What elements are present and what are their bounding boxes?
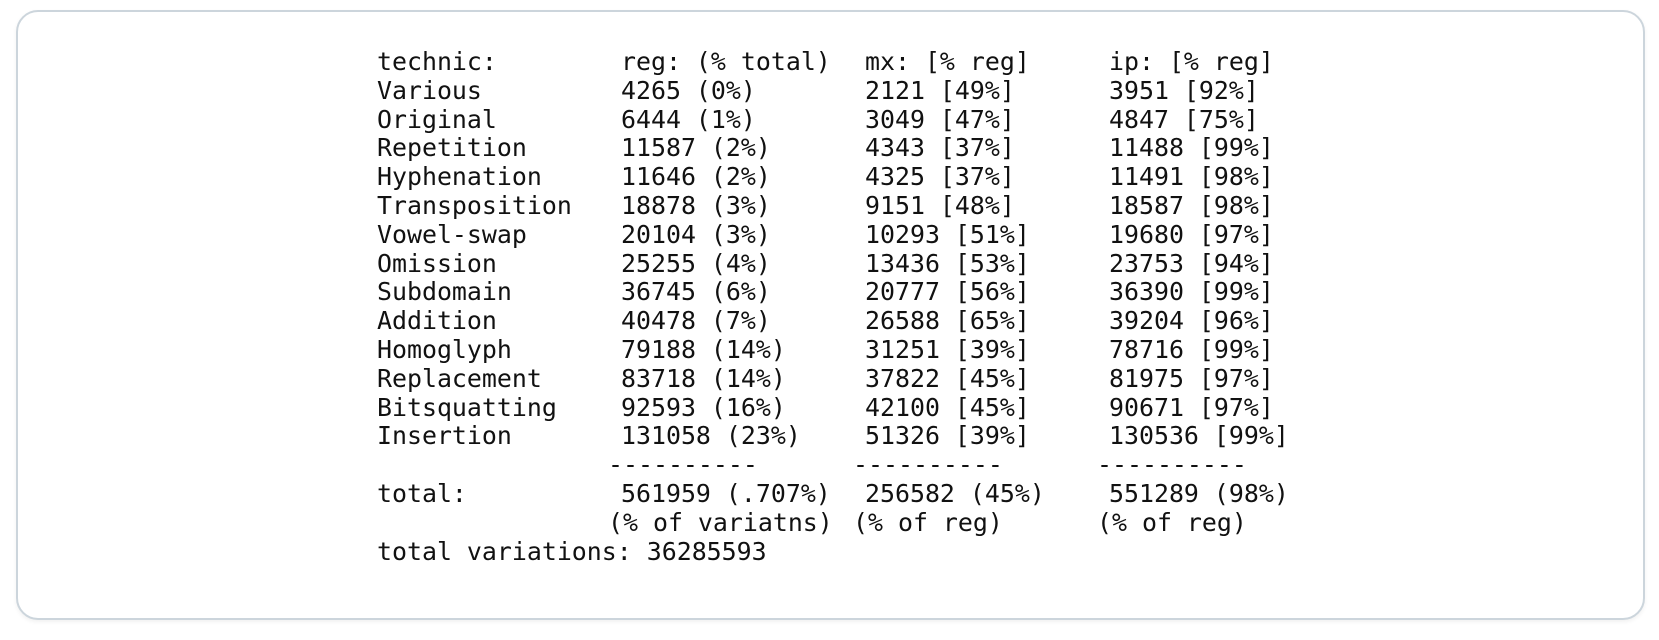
mx-cell: 2121 [49%]: [865, 75, 1015, 105]
separator-mx: ----------: [853, 450, 1003, 480]
technic-cell: Hyphenation: [377, 162, 542, 192]
footnote-row: (% of variatns) (% of reg) (% of reg): [377, 507, 1289, 538]
reg-cell: 11587 (2%): [621, 133, 771, 163]
mx-cell: 42100 [45%]: [865, 392, 1030, 422]
technic-cell: Vowel-swap: [377, 219, 527, 249]
separator-line: ---------- ---------- ----------: [377, 450, 1289, 480]
technic-cell: Bitsquatting: [377, 392, 557, 422]
ip-cell: 39204 [96%]: [1109, 306, 1274, 336]
technic-cell: Homoglyph: [377, 334, 512, 364]
ip-cell: 18587 [98%]: [1109, 190, 1274, 220]
table-row: Homoglyph 79188 (14%) 31251 [39%] 78716 [99…: [377, 334, 1289, 365]
mx-cell: 4343 [37%]: [865, 133, 1015, 163]
table-row: Omission 25255 (4%) 13436 [53%] 23753 [94%]: [377, 248, 1289, 279]
ip-cell: 36390 [99%]: [1109, 277, 1274, 307]
mx-cell: 37822 [45%]: [865, 363, 1030, 393]
reg-cell: 20104 (3%): [621, 219, 771, 249]
total-reg: 561959 (.707%): [621, 478, 831, 508]
technic-cell: Transposition: [377, 190, 572, 220]
technic-cell: Omission: [377, 248, 497, 278]
reg-cell: 83718 (14%): [621, 363, 786, 393]
reg-cell: 6444 (1%): [621, 104, 756, 134]
mx-cell: 9151 [48%]: [865, 190, 1015, 220]
table-body: Various 4265 (0%) 2121 [49%] 3951 [92%] Orig…: [377, 75, 1289, 451]
reg-cell: 36745 (6%): [621, 277, 771, 307]
total-row: total: 561959 (.707%) 256582 (45%) 551289 (…: [377, 478, 1289, 509]
footnote-mx: (% of reg): [853, 507, 1003, 537]
stats-table: technic: reg: (% total) mx: [% reg] ip: [% …: [377, 47, 1289, 566]
total-mx: 256582 (45%): [865, 478, 1045, 508]
mx-cell: 10293 [51%]: [865, 219, 1030, 249]
table-row: Addition 40478 (7%) 26588 [65%] 39204 [96%]: [377, 306, 1289, 336]
separator-reg: ----------: [608, 450, 758, 480]
technic-cell: Various: [377, 75, 482, 105]
header-technic: technic:: [377, 47, 497, 76]
technic-cell: Subdomain: [377, 277, 512, 307]
total-ip: 551289 (98%): [1109, 478, 1289, 508]
reg-cell: 25255 (4%): [621, 248, 771, 278]
footnote-reg: (% of variatns): [608, 507, 833, 537]
mx-cell: 3049 [47%]: [865, 104, 1015, 134]
reg-cell: 92593 (16%): [621, 392, 786, 422]
ip-cell: 90671 [97%]: [1109, 392, 1274, 422]
ip-cell: 3951 [92%]: [1109, 75, 1259, 105]
reg-cell: 131058 (23%): [621, 421, 801, 451]
table-row: Original 6444 (1%) 3049 [47%] 4847 [75%]: [377, 104, 1289, 135]
mx-cell: 31251 [39%]: [865, 334, 1030, 364]
ip-cell: 23753 [94%]: [1109, 248, 1274, 278]
table-row: Insertion 131058 (23%) 51326 [39%] 130536 […: [377, 422, 1289, 451]
technic-cell: Repetition: [377, 133, 527, 163]
reg-cell: 4265 (0%): [621, 75, 756, 105]
ip-cell: 78716 [99%]: [1109, 334, 1274, 364]
table-row: Transposition 18878 (3%) 9151 [48%] 18587 […: [377, 190, 1289, 221]
technic-cell: Original: [377, 104, 497, 134]
header-reg: reg: (% total): [621, 47, 831, 76]
table-row: Vowel-swap 20104 (3%) 10293 [51%] 19680 [97…: [377, 219, 1289, 250]
separator-ip: ----------: [1097, 450, 1247, 480]
document-frame: [16, 10, 1645, 620]
ip-cell: 81975 [97%]: [1109, 363, 1274, 393]
table-row: Subdomain 36745 (6%) 20777 [56%] 36390 [99%…: [377, 278, 1289, 307]
footnote-ip: (% of reg): [1097, 507, 1247, 537]
reg-cell: 18878 (3%): [621, 190, 771, 220]
total-label: total:: [377, 478, 467, 508]
ip-cell: 130536 [99%]: [1109, 421, 1289, 451]
technic-cell: Addition: [377, 306, 497, 336]
table-row: Replacement 83718 (14%) 37822 [45%] 81975 […: [377, 363, 1289, 394]
header-mx: mx: [% reg]: [865, 47, 1030, 76]
technic-cell: Replacement: [377, 363, 542, 393]
table-row: Bitsquatting 92593 (16%) 42100 [45%] 90671 …: [377, 392, 1289, 423]
table-row: Various 4265 (0%) 2121 [49%] 3951 [92%]: [377, 75, 1289, 106]
mx-cell: 20777 [56%]: [865, 277, 1030, 307]
ip-cell: 19680 [97%]: [1109, 219, 1274, 249]
table-row: Repetition 11587 (2%) 4343 [37%] 11488 [99%…: [377, 134, 1289, 163]
table-row: Hyphenation 11646 (2%) 4325 [37%] 11491 [98…: [377, 162, 1289, 192]
ip-cell: 11491 [98%]: [1109, 162, 1274, 192]
ip-cell: 11488 [99%]: [1109, 133, 1274, 163]
reg-cell: 11646 (2%): [621, 162, 771, 192]
mx-cell: 4325 [37%]: [865, 162, 1015, 192]
total-variations: total variations: 36285593: [377, 536, 767, 566]
technic-cell: Insertion: [377, 421, 512, 451]
mx-cell: 13436 [53%]: [865, 248, 1030, 278]
ip-cell: 4847 [75%]: [1109, 104, 1259, 134]
mx-cell: 51326 [39%]: [865, 421, 1030, 451]
reg-cell: 40478 (7%): [621, 306, 771, 336]
reg-cell: 79188 (14%): [621, 334, 786, 364]
header-ip: ip: [% reg]: [1109, 47, 1274, 76]
mx-cell: 26588 [65%]: [865, 306, 1030, 336]
table-header: technic: reg: (% total) mx: [% reg] ip: [% …: [377, 47, 1289, 77]
